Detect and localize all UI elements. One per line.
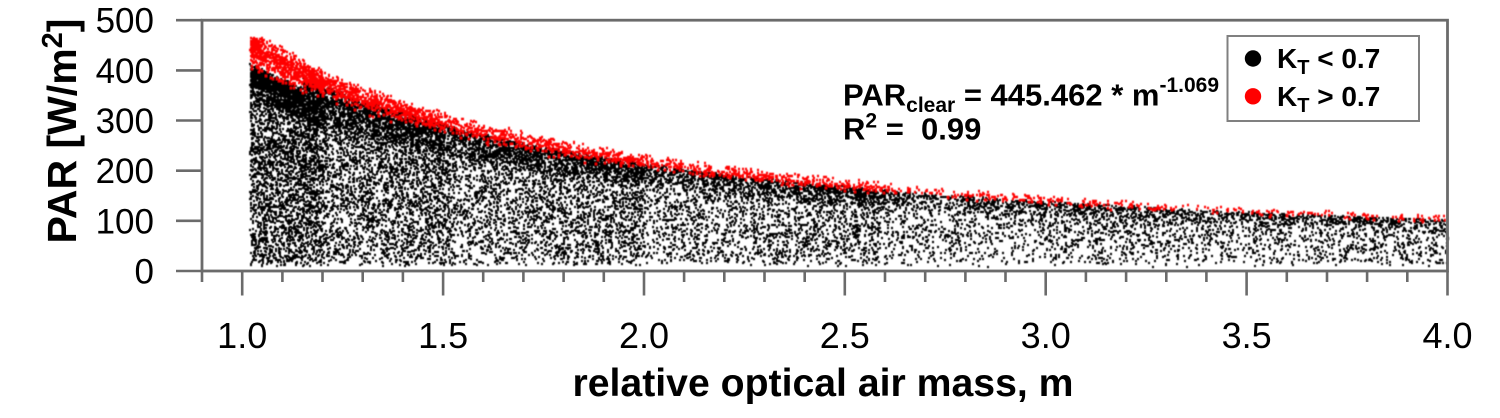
svg-text:0: 0 [135, 253, 154, 292]
svg-text:3.0: 3.0 [1021, 315, 1071, 356]
svg-text:1.0: 1.0 [217, 315, 267, 356]
svg-text:100: 100 [96, 202, 154, 241]
svg-text:2.5: 2.5 [820, 315, 870, 356]
svg-text:PAR [W/m2]: PAR [W/m2] [37, 19, 85, 244]
svg-text:3.5: 3.5 [1222, 315, 1272, 356]
svg-text:PARclear = 445.462 * m-1.069: PARclear = 445.462 * m-1.069 [843, 74, 1219, 117]
svg-text:300: 300 [96, 102, 154, 141]
svg-text:4.0: 4.0 [1422, 315, 1472, 356]
svg-text:KT > 0.7: KT > 0.7 [1277, 81, 1380, 117]
svg-text:2.0: 2.0 [619, 315, 669, 356]
svg-text:1.5: 1.5 [418, 315, 468, 356]
svg-text:R2 = 0.99: R2 = 0.99 [843, 110, 981, 147]
svg-text:200: 200 [96, 152, 154, 191]
svg-text:KT < 0.7: KT < 0.7 [1277, 43, 1380, 79]
svg-text:400: 400 [96, 52, 154, 91]
svg-text:relative optical air mass, m: relative optical air mass, m [573, 362, 1074, 405]
svg-text:500: 500 [96, 2, 154, 41]
